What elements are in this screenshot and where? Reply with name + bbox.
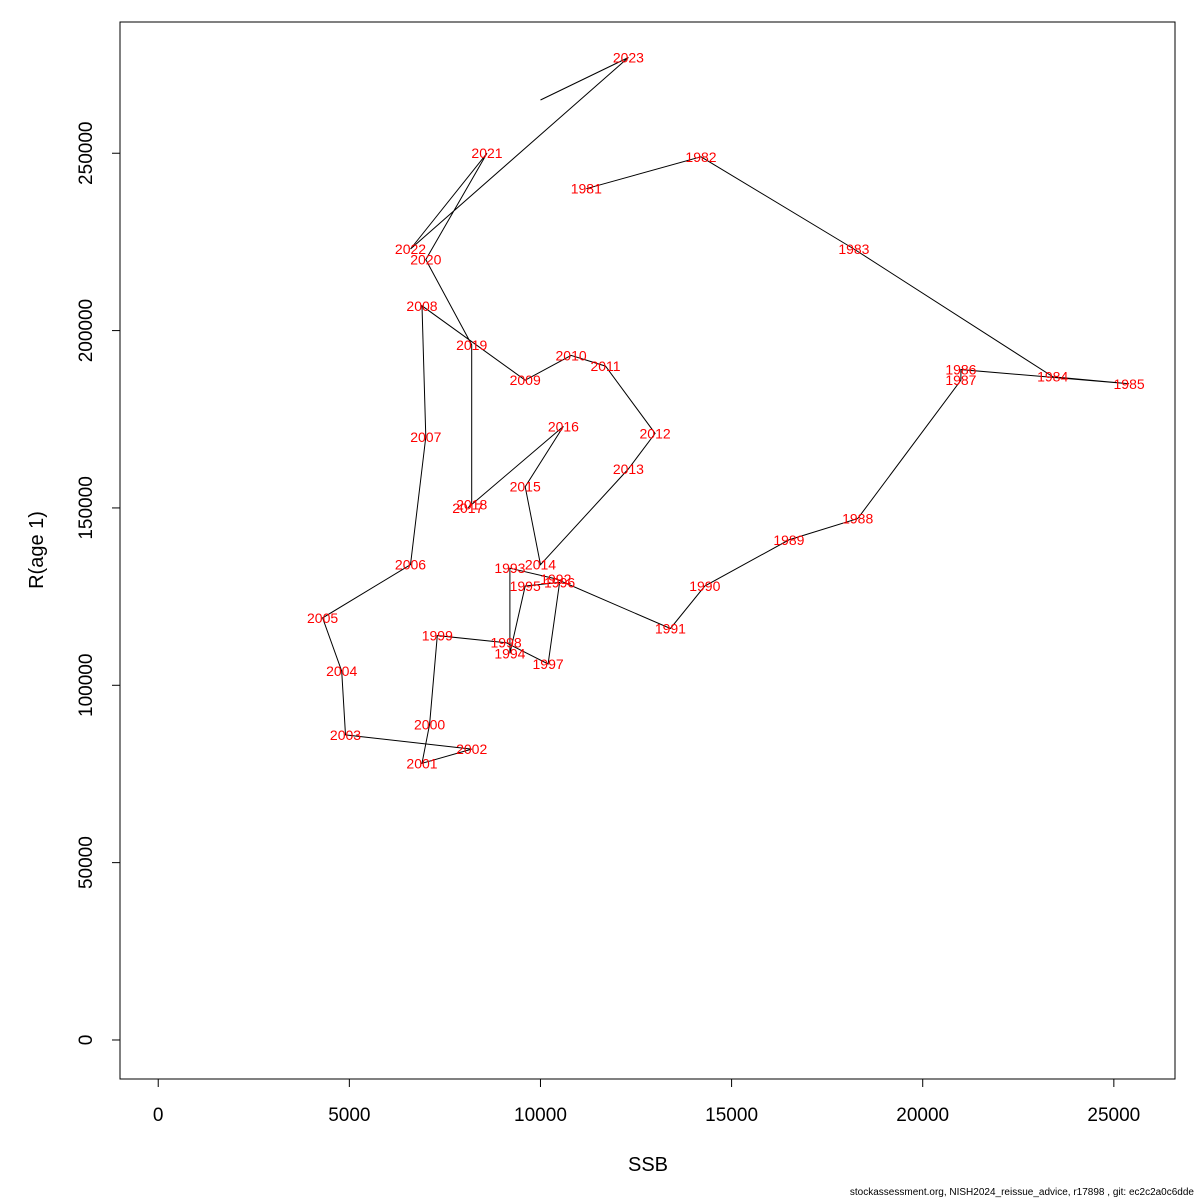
year-label: 2002 xyxy=(456,741,487,757)
year-label: 2005 xyxy=(307,610,338,626)
year-label: 1981 xyxy=(571,181,602,197)
year-label: 1983 xyxy=(838,241,869,257)
y-tick-label: 250000 xyxy=(76,122,97,185)
year-label: 2015 xyxy=(510,479,541,495)
year-label: 2004 xyxy=(326,663,357,679)
x-tick-label: 0 xyxy=(153,1105,164,1126)
year-label: 2017 xyxy=(452,500,483,516)
year-label: 2023 xyxy=(613,50,644,66)
x-tick-label: 15000 xyxy=(705,1105,758,1126)
year-label: 2007 xyxy=(410,429,441,445)
year-label: 1988 xyxy=(842,511,873,527)
year-label: 2010 xyxy=(556,347,587,363)
y-tick-label: 0 xyxy=(76,1035,97,1046)
year-label: 2020 xyxy=(410,252,441,268)
y-axis: 0 50000 100000 150000 200000 250000 xyxy=(76,122,121,1046)
year-label: 2014 xyxy=(525,557,556,573)
year-label: 1995 xyxy=(510,578,541,594)
year-label: 2016 xyxy=(548,418,579,434)
year-label: 2003 xyxy=(330,727,361,743)
footer-note: stockassessment.org, NISH2024_reissue_ad… xyxy=(849,1187,1194,1198)
year-label: 1982 xyxy=(685,149,716,165)
year-label: 1997 xyxy=(533,656,564,672)
x-tick-label: 5000 xyxy=(328,1105,370,1126)
y-tick-label: 150000 xyxy=(76,476,97,539)
year-label: 1991 xyxy=(655,621,686,637)
x-axis: 0 5000 10000 15000 20000 25000 xyxy=(153,1078,1140,1126)
year-label: 2013 xyxy=(613,461,644,477)
year-label: 1984 xyxy=(1037,369,1068,385)
year-label: 1996 xyxy=(544,574,575,590)
year-label: 1990 xyxy=(689,578,720,594)
year-label: 1992 xyxy=(540,571,571,587)
year-label: 1985 xyxy=(1114,376,1145,392)
year-label: 1987 xyxy=(945,372,976,388)
year-label: 2008 xyxy=(406,298,437,314)
year-label: 2019 xyxy=(456,337,487,353)
year-label: 2011 xyxy=(590,358,620,374)
y-tick-label: 200000 xyxy=(76,299,97,362)
year-label: 2009 xyxy=(510,372,541,388)
year-label: 1999 xyxy=(422,628,453,644)
year-label: 2000 xyxy=(414,716,445,732)
year-label: 2012 xyxy=(640,425,671,441)
y-tick-label: 50000 xyxy=(76,836,97,889)
year-label: 2022 xyxy=(395,241,426,257)
series-line xyxy=(321,57,1130,765)
year-label: 1994 xyxy=(494,645,525,661)
x-axis-title: SSB xyxy=(628,1154,668,1176)
x-tick-label: 20000 xyxy=(896,1105,949,1126)
y-tick-label: 100000 xyxy=(76,654,97,717)
year-label: 1989 xyxy=(773,532,804,548)
year-label: 1993 xyxy=(494,560,525,576)
year-label: 2001 xyxy=(406,755,437,771)
year-label: 1986 xyxy=(945,362,976,378)
plot-box xyxy=(119,21,1176,1080)
x-tick-label: 10000 xyxy=(514,1105,567,1126)
year-label: 2021 xyxy=(471,145,502,161)
year-label: 2006 xyxy=(395,557,426,573)
y-axis-title: R(age 1) xyxy=(26,511,48,589)
year-label: 1998 xyxy=(491,635,522,651)
year-label: 2018 xyxy=(456,496,487,512)
x-tick-label: 25000 xyxy=(1087,1105,1140,1126)
